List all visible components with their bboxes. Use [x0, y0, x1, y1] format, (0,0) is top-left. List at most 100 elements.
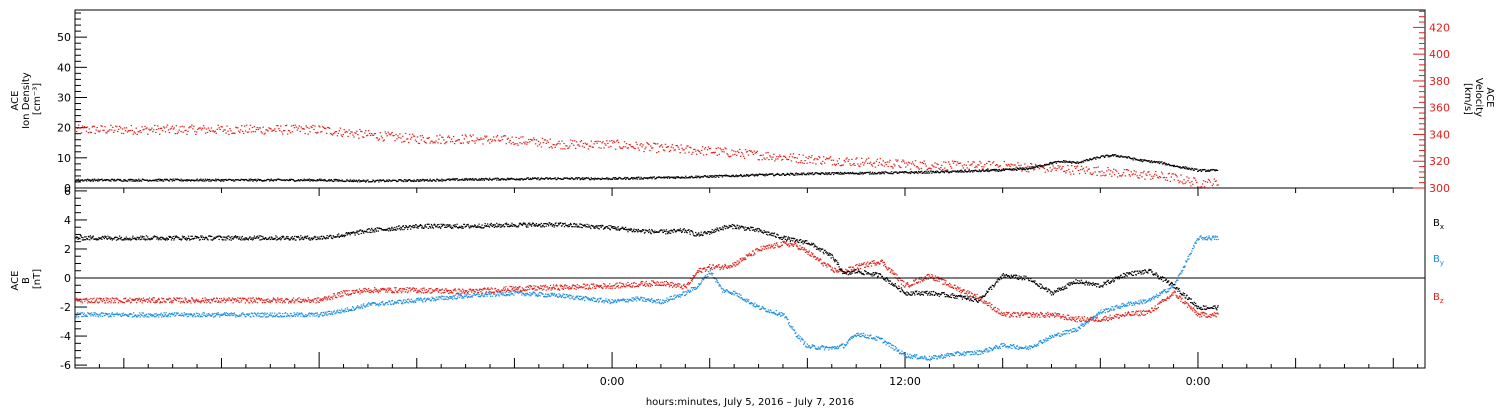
density-point	[241, 178, 244, 181]
velocity-point	[971, 163, 973, 165]
bz-point	[109, 298, 112, 300]
by-point	[1213, 235, 1215, 237]
by-point	[336, 309, 339, 311]
density-point	[359, 180, 362, 182]
velocity-point	[1017, 162, 1019, 164]
by-point	[1186, 258, 1189, 260]
by-point	[1134, 302, 1136, 305]
by-point	[395, 302, 397, 304]
density-point	[1199, 169, 1201, 171]
density-point	[605, 177, 608, 179]
velocity-point	[734, 153, 736, 155]
by-point	[535, 295, 537, 297]
density-point	[124, 179, 127, 181]
by-point	[355, 307, 358, 309]
by-point	[919, 356, 921, 358]
density-point	[663, 176, 665, 178]
by-point	[528, 294, 530, 296]
by-point	[834, 346, 837, 348]
by-point	[440, 295, 442, 297]
velocity-point	[158, 128, 160, 130]
density-point	[892, 173, 894, 175]
velocity-point	[624, 146, 627, 148]
by-point	[925, 357, 928, 359]
density-point	[630, 176, 633, 179]
density-point	[1011, 169, 1014, 171]
by-point	[1191, 250, 1193, 252]
velocity-point	[645, 146, 647, 148]
by-point	[1185, 260, 1187, 262]
velocity-point	[1097, 166, 1099, 168]
velocity-point	[189, 126, 191, 128]
density-point	[942, 170, 945, 173]
density-point	[1028, 167, 1030, 169]
velocity-point	[787, 158, 790, 161]
by-point	[257, 312, 259, 314]
by-point	[579, 295, 581, 298]
density-point	[756, 173, 758, 175]
density-point	[879, 173, 881, 175]
density-point	[1081, 160, 1083, 162]
density-point	[444, 180, 447, 182]
by-point	[851, 335, 854, 337]
velocity-point	[329, 132, 332, 135]
velocity-point	[828, 157, 831, 159]
by-point	[980, 353, 982, 355]
by-point	[171, 312, 173, 314]
velocity-point	[869, 161, 872, 163]
by-point	[698, 283, 700, 285]
by-point	[499, 292, 501, 294]
by-point	[837, 347, 840, 349]
by-point	[551, 292, 553, 294]
by-point	[315, 312, 317, 314]
density-point	[1042, 165, 1044, 167]
velocity-point	[804, 159, 806, 162]
by-point	[532, 293, 534, 295]
velocity-point	[1140, 172, 1142, 174]
velocity-point	[1006, 165, 1008, 167]
density-point	[161, 178, 163, 181]
density-point	[865, 171, 867, 174]
by-point	[570, 295, 572, 297]
by-point	[1078, 327, 1081, 329]
density-point	[1116, 155, 1118, 157]
density-point	[976, 170, 978, 172]
density-point	[397, 180, 399, 183]
by-point	[659, 302, 661, 304]
velocity-point	[347, 135, 349, 138]
velocity-point	[917, 167, 920, 169]
velocity-point	[1014, 164, 1016, 166]
velocity-point	[171, 125, 174, 127]
velocity-point	[805, 156, 807, 158]
density-point	[81, 179, 83, 181]
by-point	[801, 338, 804, 341]
by-point	[720, 287, 723, 289]
by-point	[160, 312, 162, 314]
velocity-point	[470, 135, 472, 138]
bz-point	[148, 297, 151, 299]
density-point	[412, 180, 415, 183]
density-point	[915, 171, 917, 174]
density-point	[436, 178, 439, 180]
velocity-point	[949, 165, 952, 168]
by-point	[823, 349, 826, 351]
velocity-point	[1027, 165, 1029, 167]
density-point	[287, 179, 289, 181]
velocity-point	[807, 157, 809, 159]
density-point	[361, 180, 363, 182]
by-point	[540, 292, 542, 294]
bz-point	[146, 298, 148, 300]
density-point	[766, 174, 768, 177]
velocity-point	[868, 162, 871, 165]
by-point	[247, 313, 249, 315]
velocity-point	[656, 143, 659, 145]
density-point	[411, 180, 413, 182]
density-point	[564, 177, 566, 179]
velocity-point	[405, 132, 407, 135]
density-point	[1040, 165, 1043, 167]
by-point	[1107, 308, 1109, 310]
velocity-point	[663, 149, 666, 152]
velocity-point	[1146, 174, 1148, 177]
by-point	[396, 301, 398, 304]
density-point	[952, 170, 954, 172]
